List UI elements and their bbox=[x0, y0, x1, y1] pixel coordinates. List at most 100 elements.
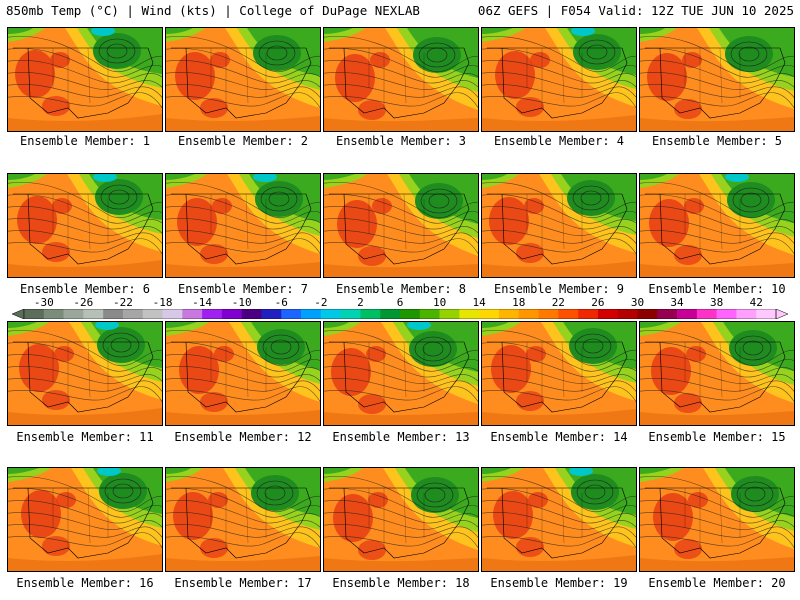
ensemble-member-map bbox=[481, 27, 637, 132]
colorbar-min-arrow bbox=[12, 309, 25, 319]
colorbar-swatch bbox=[340, 309, 361, 319]
colorbar-swatch bbox=[518, 309, 539, 319]
ensemble-member-map bbox=[7, 467, 163, 572]
colorbar-swatch bbox=[657, 309, 678, 319]
ensemble-member-label: Ensemble Member: 12 bbox=[174, 430, 312, 444]
ensemble-member-map bbox=[165, 173, 321, 278]
colorbar-swatch bbox=[538, 309, 559, 319]
ensemble-member-label: Ensemble Member: 19 bbox=[490, 576, 628, 590]
ensemble-member-map bbox=[481, 467, 637, 572]
ensemble-member-label: Ensemble Member: 10 bbox=[648, 282, 786, 296]
colorbar-swatch bbox=[637, 309, 658, 319]
colorbar-tick-label: 6 bbox=[396, 296, 404, 309]
ensemble-member-map bbox=[7, 173, 163, 278]
colorbar-swatch bbox=[360, 309, 381, 319]
ensemble-member-label: Ensemble Member: 3 bbox=[335, 134, 467, 148]
colorbar-swatch bbox=[221, 309, 242, 319]
ensemble-member-map bbox=[323, 321, 479, 426]
colorbar-swatch bbox=[617, 309, 638, 319]
ensemble-member-map bbox=[639, 27, 795, 132]
ensemble-member-label: Ensemble Member: 2 bbox=[177, 134, 309, 148]
colorbar-tick-label: 10 bbox=[432, 296, 447, 309]
colorbar-tick-label: -2 bbox=[314, 296, 328, 309]
colorbar-swatch bbox=[320, 309, 341, 319]
ensemble-member-map bbox=[165, 321, 321, 426]
ensemble-member-map bbox=[7, 27, 163, 132]
colorbar-tick-label: -22 bbox=[113, 296, 133, 309]
colorbar-swatch bbox=[400, 309, 421, 319]
ensemble-member-label: Ensemble Member: 8 bbox=[335, 282, 467, 296]
colorbar-swatch bbox=[182, 309, 203, 319]
colorbar-swatch bbox=[677, 309, 698, 319]
ensemble-member-map bbox=[165, 467, 321, 572]
temperature-colorbar bbox=[12, 309, 788, 319]
colorbar-swatch bbox=[459, 309, 480, 319]
colorbar-tick-label: 2 bbox=[357, 296, 364, 309]
colorbar-tick-label: -10 bbox=[231, 296, 252, 309]
colorbar-swatch bbox=[380, 309, 401, 319]
ensemble-member-label: Ensemble Member: 4 bbox=[493, 134, 625, 148]
ensemble-member-label: Ensemble Member: 18 bbox=[332, 576, 470, 590]
ensemble-member-map bbox=[481, 321, 637, 426]
colorbar-tick-label: 42 bbox=[749, 296, 763, 309]
colorbar-tick-label: 30 bbox=[630, 296, 645, 309]
ensemble-member-map bbox=[323, 173, 479, 278]
ensemble-member-map bbox=[323, 467, 479, 572]
colorbar-swatch bbox=[43, 309, 64, 319]
colorbar-swatch bbox=[103, 309, 124, 319]
ensemble-member-map bbox=[7, 321, 163, 426]
colorbar-swatch bbox=[202, 309, 223, 319]
ensemble-member-map bbox=[639, 321, 795, 426]
colorbar-swatch bbox=[479, 309, 500, 319]
ensemble-member-map bbox=[481, 173, 637, 278]
colorbar-swatch bbox=[558, 309, 579, 319]
colorbar-swatch bbox=[597, 309, 618, 319]
colorbar-swatch bbox=[24, 309, 45, 319]
ensemble-member-label: Ensemble Member: 9 bbox=[493, 282, 625, 296]
colorbar-tick-label: 22 bbox=[551, 296, 565, 309]
ensemble-member-label: Ensemble Member: 6 bbox=[19, 282, 151, 296]
ensemble-member-label: Ensemble Member: 16 bbox=[16, 576, 154, 590]
colorbar-tick-label: -14 bbox=[192, 296, 213, 309]
colorbar-swatch bbox=[301, 309, 322, 319]
ensemble-member-map bbox=[639, 173, 795, 278]
colorbar-max-arrow bbox=[775, 309, 788, 319]
colorbar-swatch bbox=[63, 309, 84, 319]
colorbar-swatch bbox=[498, 309, 520, 319]
ensemble-member-label: Ensemble Member: 1 bbox=[19, 134, 151, 148]
header-left-title: 850mb Temp (°C) | Wind (kts) | College o… bbox=[6, 3, 420, 18]
colorbar-swatch bbox=[578, 309, 599, 319]
colorbar-swatch bbox=[756, 309, 777, 319]
colorbar-swatch bbox=[162, 309, 183, 319]
header-right-title: 06Z GEFS | F054 Valid: 12Z TUE JUN 10 20… bbox=[477, 3, 794, 18]
colorbar-swatch bbox=[736, 309, 757, 319]
colorbar-swatch bbox=[419, 309, 440, 319]
ensemble-member-label: Ensemble Member: 13 bbox=[332, 430, 470, 444]
colorbar-tick-label: 34 bbox=[670, 296, 684, 309]
ensemble-member-map bbox=[639, 467, 795, 572]
ensemble-member-label: Ensemble Member: 20 bbox=[648, 576, 786, 590]
colorbar-swatch bbox=[439, 309, 460, 319]
colorbar-tick-label: -6 bbox=[274, 296, 288, 309]
colorbar-swatch bbox=[122, 309, 144, 319]
colorbar-swatch bbox=[83, 309, 104, 319]
colorbar-tick-label: 18 bbox=[512, 296, 526, 309]
colorbar-swatch bbox=[241, 309, 262, 319]
colorbar-swatch bbox=[716, 309, 737, 319]
ensemble-member-label: Ensemble Member: 5 bbox=[651, 134, 783, 148]
colorbar-swatch bbox=[281, 309, 302, 319]
ensemble-member-label: Ensemble Member: 7 bbox=[177, 282, 309, 296]
colorbar-tick-label: 14 bbox=[472, 296, 486, 309]
ensemble-member-label: Ensemble Member: 14 bbox=[490, 430, 628, 444]
colorbar-swatch bbox=[142, 309, 163, 319]
ensemble-member-map bbox=[323, 27, 479, 132]
ensemble-member-label: Ensemble Member: 11 bbox=[16, 430, 154, 444]
colorbar-tick-label: -26 bbox=[73, 296, 94, 309]
colorbar-tick-label: -30 bbox=[33, 296, 54, 309]
ensemble-member-label: Ensemble Member: 15 bbox=[648, 430, 786, 444]
colorbar-swatch bbox=[261, 309, 282, 319]
ensemble-member-label: Ensemble Member: 17 bbox=[174, 576, 312, 590]
ensemble-member-map bbox=[165, 27, 321, 132]
colorbar-swatch bbox=[696, 309, 717, 319]
colorbar-tick-label: 26 bbox=[591, 296, 605, 309]
